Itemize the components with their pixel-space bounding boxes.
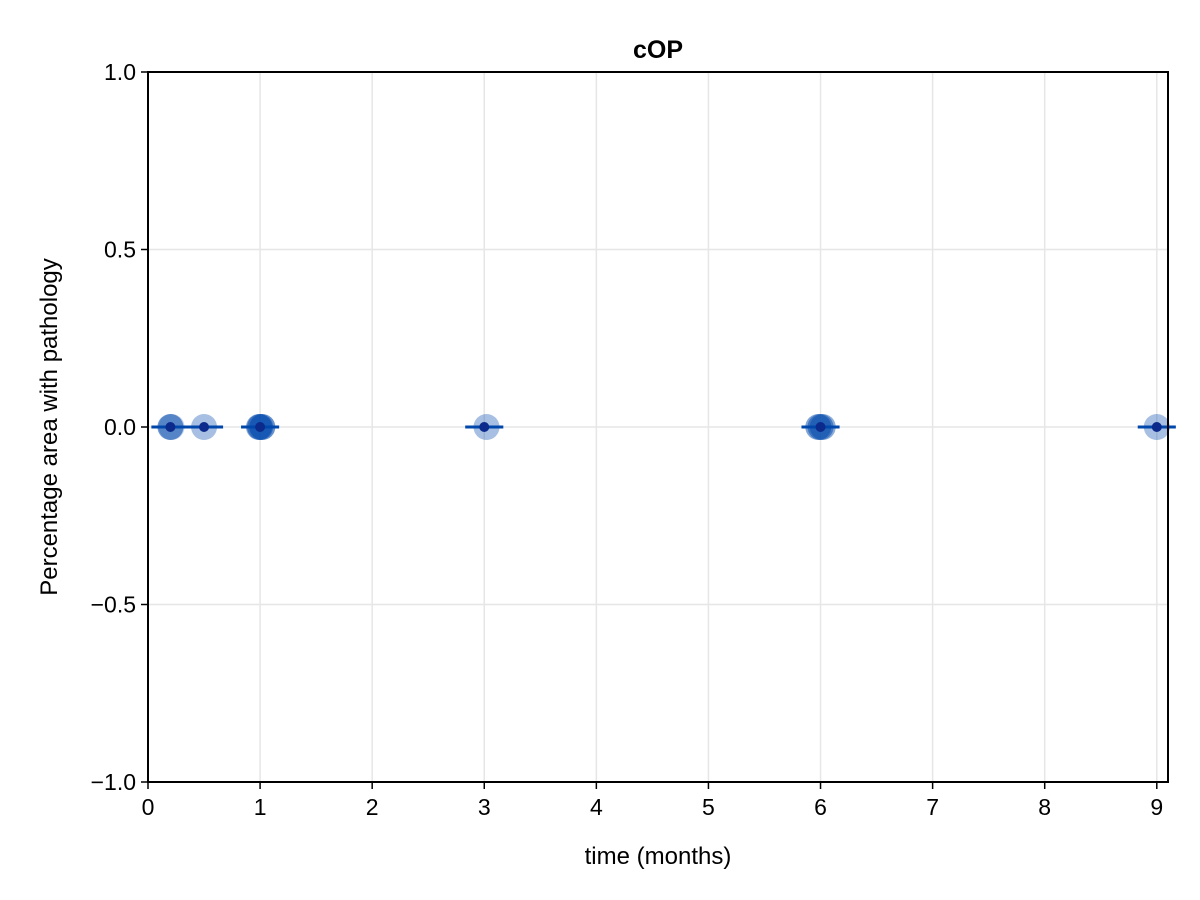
y-tick-label: 0.5 <box>104 237 136 263</box>
y-tick-label: 1.0 <box>104 59 136 85</box>
x-axis-title: time (months) <box>585 843 732 870</box>
x-tick-label: 7 <box>926 794 939 820</box>
y-axis-title: Percentage area with pathology <box>36 258 63 596</box>
y-tick-label: −1.0 <box>91 769 136 795</box>
x-tick-label: 6 <box>814 794 827 820</box>
x-tick-label: 5 <box>702 794 715 820</box>
x-tick-label: 9 <box>1150 794 1163 820</box>
plot-marks <box>151 414 1176 440</box>
mean-marker <box>479 422 490 432</box>
y-tick-label: −0.5 <box>91 592 136 618</box>
mean-marker <box>255 422 266 432</box>
x-tick-label: 0 <box>142 794 155 820</box>
x-tick-label: 3 <box>478 794 491 820</box>
axis-ticks: 0 1 2 3 4 5 6 7 8 9 −1.0 −0.5 0.0 0.5 1.0 <box>91 59 1164 820</box>
mean-marker <box>1151 422 1162 432</box>
chart-title: cOP <box>633 36 683 64</box>
mean-marker <box>815 422 826 432</box>
y-tick-label: 0.0 <box>104 414 136 440</box>
x-tick-label: 8 <box>1038 794 1051 820</box>
mean-marker <box>199 422 210 432</box>
x-tick-label: 4 <box>590 794 603 820</box>
x-tick-label: 2 <box>366 794 379 820</box>
mean-marker <box>165 422 176 432</box>
grid <box>147 71 1168 783</box>
x-tick-label: 1 <box>254 794 267 820</box>
